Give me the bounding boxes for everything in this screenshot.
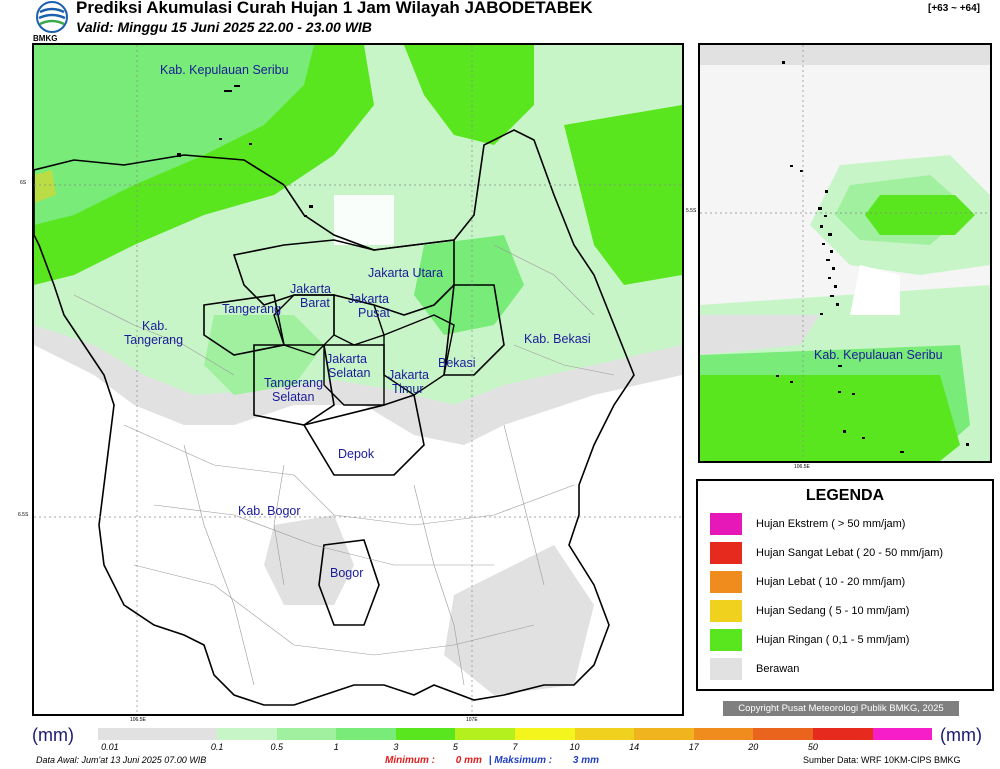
colorbar-segment [98,728,158,740]
copyright-notice: Copyright Pusat Meteorologi Publik BMKG,… [723,701,959,716]
legend-item-ringan: Hujan Ringan ( 0,1 - 5 mm/jam) [710,629,909,651]
legend-item-sangat-lebat: Hujan Sangat Lebat ( 20 - 50 mm/jam) [710,542,943,564]
colorbar-tick-label: 0.01 [101,742,119,752]
max-label: Maksimum : [494,755,553,766]
colorbar-segment [217,728,277,740]
legend-swatch [710,513,742,535]
legend-swatch [710,658,742,680]
legend-label: Hujan Ekstrem ( > 50 mm/jam) [756,518,906,530]
colorbar-tick-label: 50 [807,742,818,752]
label-tangerang: Tangerang [222,302,281,316]
colorbar-tick-label: 0.5 [270,742,283,752]
colorbar-tick-label: 7 [512,742,518,752]
min-max-summary: Minimum : 0 mm | Maksimum : 3 mm [385,755,599,766]
colorbar-segment [336,728,396,740]
data-start-time: Data Awal: Jum'at 13 Juni 2025 07.00 WIB [36,755,207,765]
colorbar-tick-label: 14 [629,742,640,752]
label-kab-tangerang-1: Kab. [142,319,168,333]
colorbar-segment [276,728,337,740]
legend-item-berawan: Berawan [710,658,799,680]
separator: | [488,755,492,766]
inset-lat-tick: 5.5S [686,208,697,214]
label-jakarta-pusat-2: Pusat [358,306,390,320]
unit-label-right: (mm) [940,725,982,745]
label-jakarta-barat-1: Jakarta [290,282,331,296]
legend-swatch [710,600,742,622]
label-jakarta-barat-2: Barat [300,296,330,310]
colorbar-tick-label: 17 [688,742,699,752]
legend-label: Hujan Lebat ( 10 - 20 mm/jam) [756,576,906,588]
label-kab-tangerang-2: Tangerang [124,333,183,347]
label-jakarta-timur-2: Timur [392,382,423,396]
inset-label-kepulauan-seribu: Kab. Kepulauan Seribu [814,348,943,362]
label-jakarta-pusat-1: Jakarta [348,292,389,306]
colorbar-tick-label: 5 [452,742,458,752]
label-kepulauan-seribu: Kab. Kepulauan Seribu [160,63,289,77]
label-bogor: Bogor [330,566,363,580]
legend-title: LEGENDA [805,487,885,504]
colorbar-ticks: 0.01 0.1 0.5 1 3 5 7 10 14 17 20 50 [98,742,932,754]
label-depok: Depok [338,447,375,461]
label-jakarta-utara: Jakarta Utara [368,266,443,280]
bmkg-logo [32,0,72,44]
max-value: 3 mm [572,755,599,766]
unit-label-left: (mm) [32,725,74,745]
colorbar-tick-label: 20 [748,742,759,752]
legend-item-lebat: Hujan Lebat ( 10 - 20 mm/jam) [710,571,905,593]
label-kab-bekasi: Kab. Bekasi [524,332,591,346]
lat-tick-bottom: 6.5S [18,512,29,518]
valid-time: Valid: Minggu 15 Juni 2025 22.00 - 23.00… [76,19,372,35]
colorbar-segment [395,728,456,740]
legend-label: Hujan Ringan ( 0,1 - 5 mm/jam) [756,634,910,646]
colorbar-segment [693,728,754,740]
legend-swatch [710,571,742,593]
label-bekasi: Bekasi [438,356,476,370]
forecast-range: [+63 ~ +64] [928,3,980,14]
label-tangerang-selatan-1: Tangerang [264,376,323,390]
label-jakarta-timur-1: Jakarta [388,368,429,382]
label-jakarta-selatan-1: Jakarta [326,352,367,366]
colorbar-segment [634,728,694,740]
colorbar-tick-label: 0.1 [210,742,224,752]
colorbar-segment [515,728,575,740]
label-kab-bogor: Kab. Bogor [238,504,301,518]
colorbar-segment [812,728,873,740]
colorbar-segment [455,728,516,740]
label-jakarta-selatan-2: Selatan [328,366,370,380]
lon-tick-right: 107E [466,717,478,723]
colorbar-tick-label: 1 [333,742,339,752]
colorbar-segment [157,728,218,740]
main-map[interactable]: Kab. Kepulauan Seribu Jakarta Utara Jaka… [32,43,684,716]
min-label: Minimum : [385,755,435,766]
legend-label: Hujan Sangat Lebat ( 20 - 50 mm/jam) [756,547,944,559]
colorbar-tick-label: 3 [393,742,399,752]
colorbar-segment [574,728,635,740]
page-title: Prediksi Akumulasi Curah Hujan 1 Jam Wil… [76,0,593,17]
label-tangerang-selatan-2: Selatan [272,390,314,404]
colorbar-segment [753,728,813,740]
min-value: 0 mm [455,755,482,766]
legend-swatch [710,542,742,564]
inset-map[interactable]: Kab. Kepulauan Seribu [698,43,992,463]
legend-item-ekstrem: Hujan Ekstrem ( > 50 mm/jam) [710,513,905,535]
legend-label: Berawan [756,663,800,675]
inset-lon-tick: 106.5E [794,464,810,470]
lat-tick-top: 6S [20,180,27,186]
colorbar-segment [872,728,933,740]
legend-label: Hujan Sedang ( 5 - 10 mm/jam) [756,605,910,617]
logo-text: BMKG [33,34,58,43]
colorbar-tick-label: 10 [569,742,580,752]
lon-tick-left: 106.5E [130,717,146,723]
colorbar [98,728,933,740]
data-source: Sumber Data: WRF 10KM-CIPS BMKG [803,755,961,765]
legend: LEGENDA Hujan Ekstrem ( > 50 mm/jam) Huj… [696,479,994,691]
legend-item-sedang: Hujan Sedang ( 5 - 10 mm/jam) [710,600,909,622]
legend-swatch [710,629,742,651]
